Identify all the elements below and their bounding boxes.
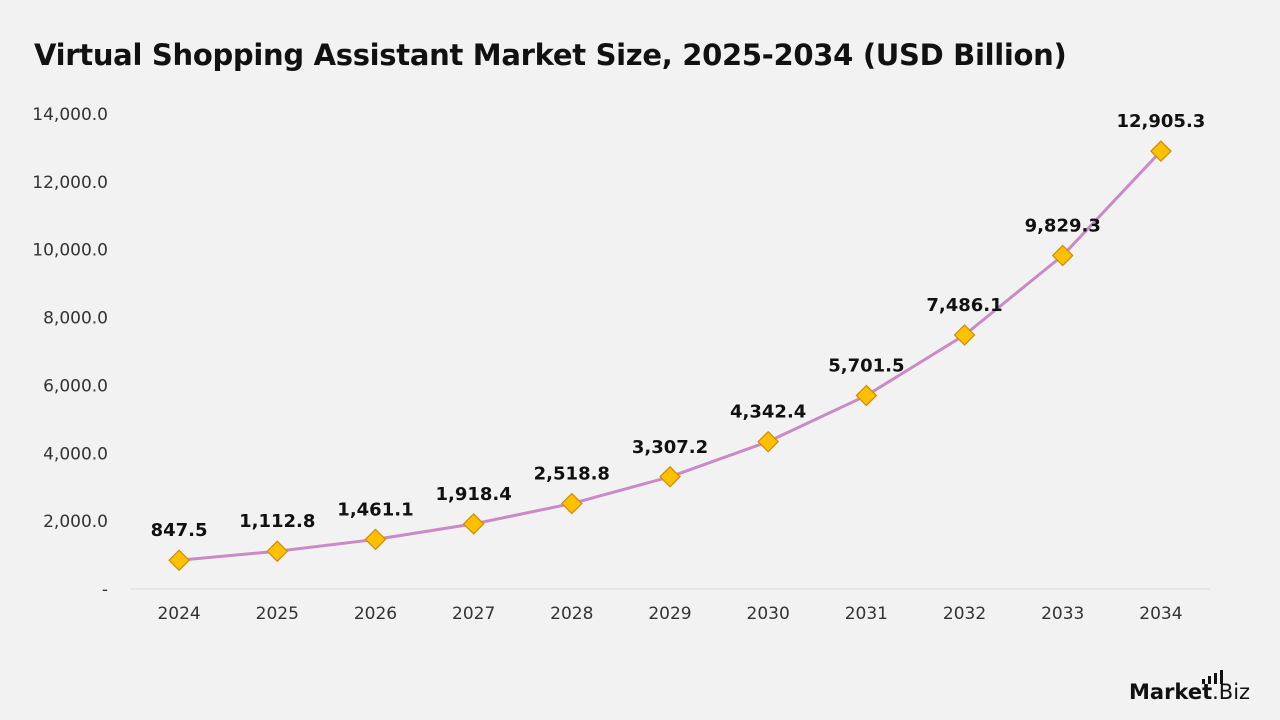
data-point-marker <box>1150 140 1172 162</box>
data-label: 1,112.8 <box>239 511 315 532</box>
x-tick-label: 2031 <box>845 604 888 624</box>
y-tick-label: 6,000.0 <box>43 376 108 396</box>
data-point-marker <box>560 492 583 515</box>
y-tick-label: 12,000.0 <box>32 173 108 193</box>
data-point-marker <box>659 465 681 488</box>
series-line <box>178 150 1163 562</box>
data-label: 12,905.3 <box>1116 111 1205 132</box>
x-tick-label: 2033 <box>1041 604 1084 624</box>
brand-suffix: .Biz <box>1212 680 1251 704</box>
data-label: 3,307.2 <box>632 437 708 458</box>
data-label: 847.5 <box>151 520 208 541</box>
data-label: 2,518.8 <box>534 464 610 485</box>
y-tick-label: 10,000.0 <box>32 241 108 261</box>
x-tick-label: 2028 <box>550 604 593 624</box>
data-label: 5,701.5 <box>828 356 904 377</box>
chart-title: Virtual Shopping Assistant Market Size, … <box>34 38 1067 72</box>
x-tick-label: 2032 <box>943 604 986 624</box>
x-tick-label: 2034 <box>1139 604 1182 624</box>
brand-name: Market <box>1129 680 1213 704</box>
data-label: 1,461.1 <box>337 499 413 520</box>
data-point-marker <box>266 540 289 563</box>
data-point-marker <box>953 324 976 346</box>
y-tick-label: 8,000.0 <box>43 309 108 329</box>
data-point-marker <box>168 549 190 572</box>
y-tick-label: 14,000.0 <box>32 105 108 125</box>
x-tick-label: 2025 <box>256 604 299 624</box>
x-tick-label: 2024 <box>157 604 200 624</box>
data-point-marker <box>855 384 878 407</box>
data-labels: 847.5 1,112.8 1,461.1 1,918.4 2,518.8 3,307.2… <box>151 111 1206 541</box>
x-axis: 2024 2025 2026 2027 2028 2029 2030 2031 2032 2033… <box>130 588 1210 624</box>
bars-icon <box>1202 670 1232 684</box>
y-tick-label: - <box>102 580 108 600</box>
data-label: 1,918.4 <box>435 484 511 505</box>
series <box>168 140 1172 572</box>
data-point-marker <box>757 430 780 453</box>
x-tick-label: 2027 <box>452 604 495 624</box>
x-tick-label: 2026 <box>354 604 397 624</box>
x-tick-label: 2030 <box>747 604 790 624</box>
data-label: 7,486.1 <box>926 295 1002 316</box>
data-point-marker <box>462 513 485 535</box>
data-point-marker <box>364 528 387 551</box>
y-tick-label: 2,000.0 <box>43 512 108 532</box>
y-tick-label: 4,000.0 <box>43 444 108 464</box>
brand-logo: Market.Biz <box>1129 670 1259 710</box>
data-point-marker <box>1051 244 1074 267</box>
data-label: 9,829.3 <box>1025 216 1101 237</box>
data-label: 4,342.4 <box>730 402 806 423</box>
x-tick-label: 2029 <box>648 604 691 624</box>
y-axis: - 2,000.0 4,000.0 6,000.0 8,000.0 10,000.0 12,… <box>32 105 108 600</box>
